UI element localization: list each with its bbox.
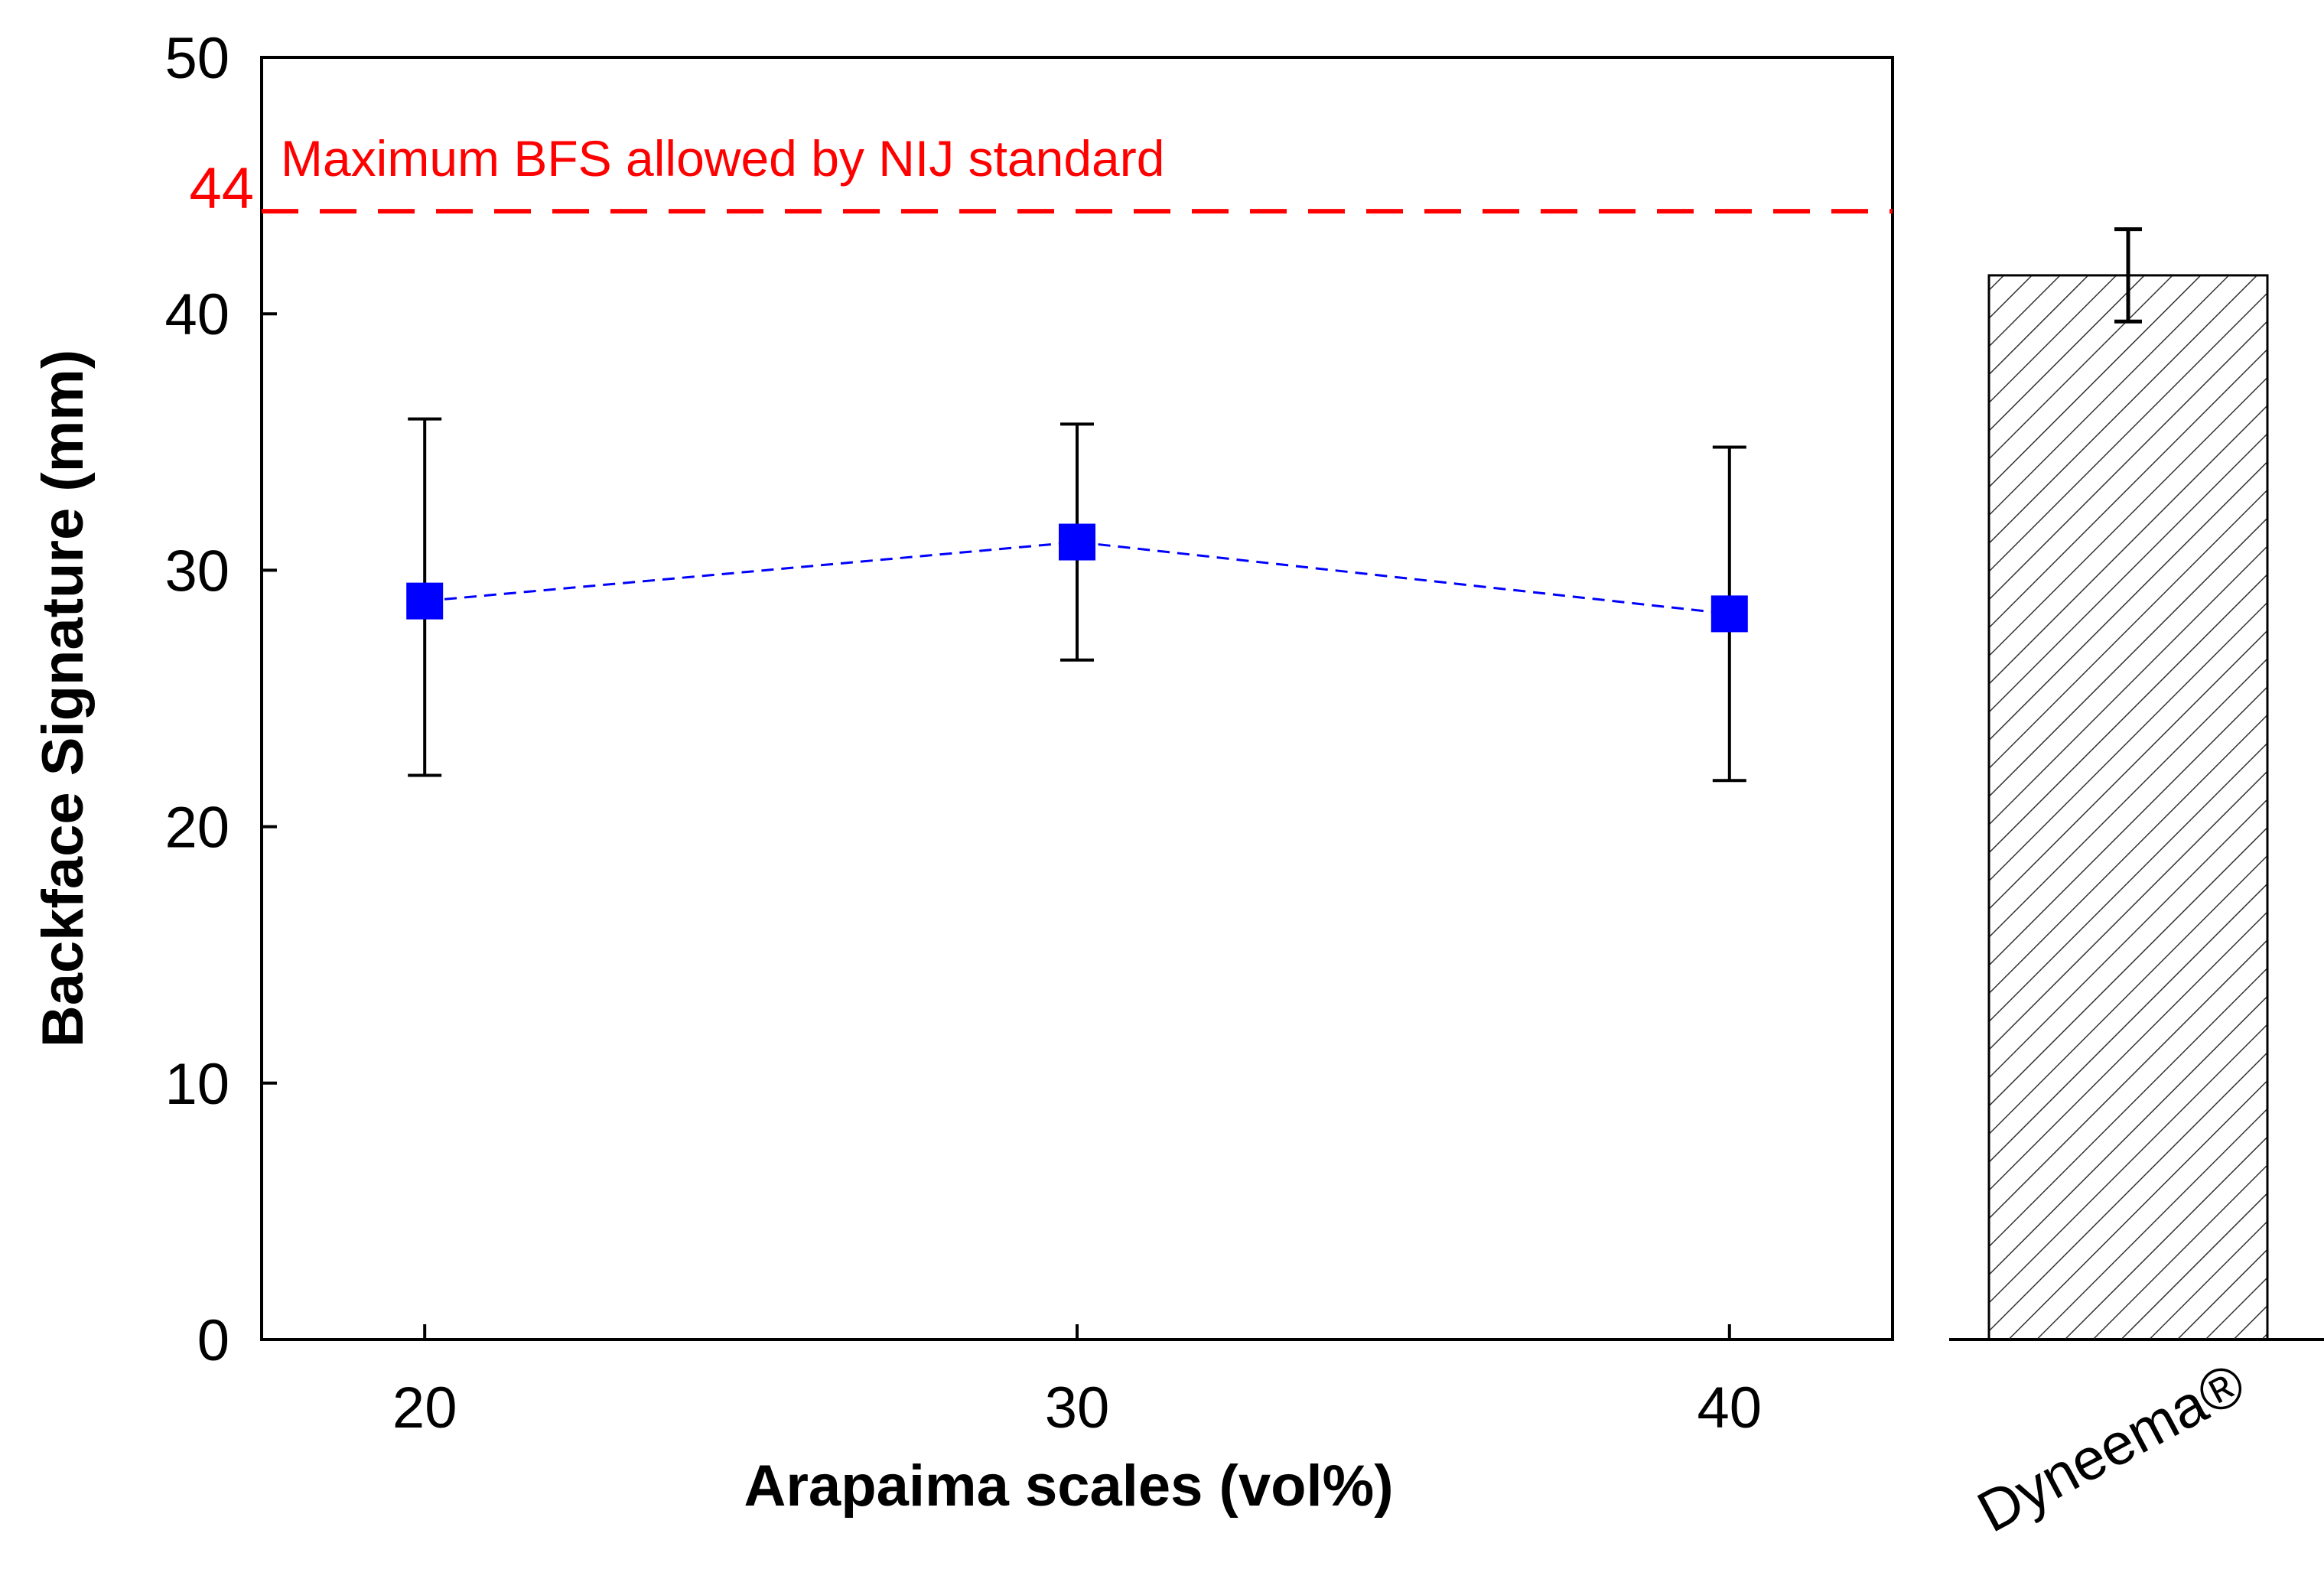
plot-frame (260, 56, 1894, 1341)
comparison-panel: Dyneema® (1949, 227, 2324, 1545)
data-point (1710, 595, 1748, 633)
comparison-bar (1987, 274, 2269, 1341)
y-tick-label: 0 (197, 1308, 229, 1373)
y-tick-label: 50 (164, 26, 229, 91)
x-axis: 20 30 40 (392, 1324, 1762, 1441)
x-tick-label: 30 (1045, 1376, 1110, 1441)
nij-limit-label: Maximum BFS allowed by NIJ standard (281, 130, 1164, 187)
y-tick-label: 40 (164, 282, 229, 347)
data-point (1059, 523, 1095, 561)
comparison-category-label: Dyneema® (1968, 1350, 2256, 1545)
x-tick-label: 40 (1697, 1376, 1763, 1441)
y-axis: 0 10 20 30 40 50 (164, 26, 277, 1373)
data-point (406, 582, 444, 620)
x-axis-title: Arapaima scales (vol%) (744, 1454, 1393, 1519)
y-tick-label: 10 (164, 1052, 229, 1117)
y-tick-label: 20 (164, 796, 229, 861)
x-tick-label: 20 (392, 1376, 457, 1441)
y-axis-title: Backface Signature (mm) (31, 350, 96, 1047)
nij-limit-tick-label: 44 (189, 156, 254, 221)
y-tick-label: 30 (164, 539, 229, 604)
series-points (406, 417, 1748, 783)
